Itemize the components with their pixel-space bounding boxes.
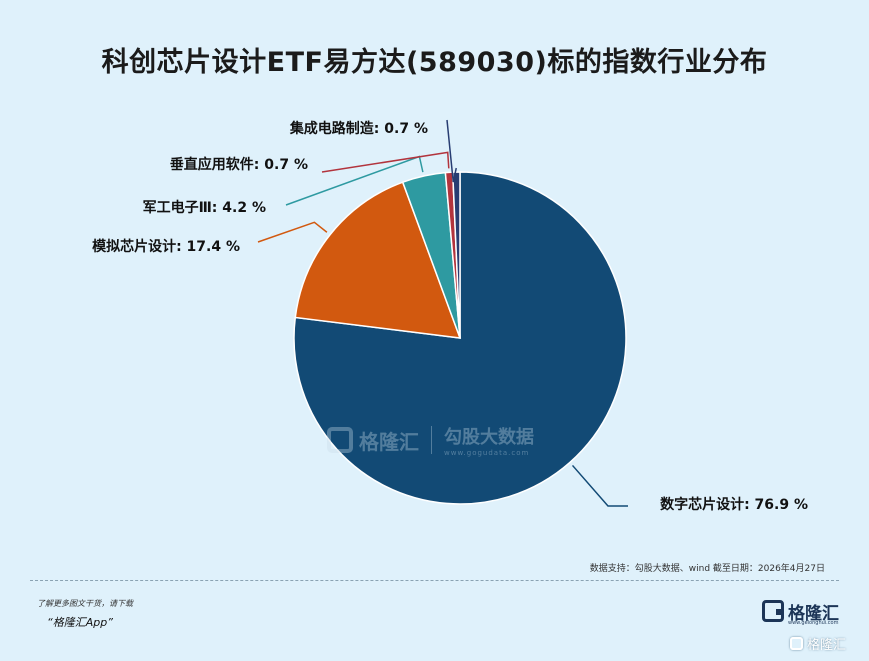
promo-line-1: 了解更多图文干货，请下载: [37, 599, 133, 608]
gelonghui-logo-icon: [327, 427, 353, 453]
gelonghui-logo: 格隆汇 www.gelonghui.com: [762, 596, 839, 626]
pie-slice: [294, 181, 462, 339]
chart-title: 科创芯片设计ETF易方达(589030)标的指数行业分布: [101, 47, 768, 78]
gelonghui-logo-icon: [790, 637, 803, 650]
center-watermark: 格隆汇 勾股大数据 www.gogudata.com: [327, 423, 534, 457]
watermark-partner-url: www.gogudata.com: [444, 449, 530, 457]
promo-line-2: “格隆汇App”: [47, 616, 113, 629]
watermark-brand: 格隆汇: [359, 429, 419, 454]
watermark-partner: 勾股大数据: [444, 427, 534, 448]
slice-label: 垂直应用软件: 0.7 %: [170, 156, 308, 173]
logo-text: 格隆汇: [788, 603, 839, 624]
watermark-separator: [431, 426, 432, 454]
leader-line: [446, 119, 457, 183]
leader-line: [321, 151, 450, 173]
gelonghui-logo-icon: [762, 600, 784, 622]
bottom-watermark-text: 格隆汇: [807, 638, 847, 653]
slice-label: 军工电子Ⅲ: 4.2 %: [143, 199, 266, 216]
pie-slice: [293, 171, 627, 505]
logo-sub: www.gelonghui.com: [788, 620, 839, 626]
slice-label: 数字芯片设计: 76.9 %: [660, 496, 808, 513]
source-note: 数据支持：勾股大数据、wind 截至日期：2026年4月27日: [589, 564, 825, 574]
leader-line: [257, 221, 328, 243]
footer-divider: [30, 580, 839, 581]
slice-label: 模拟芯片设计: 17.4 %: [92, 238, 240, 255]
bottom-watermark: 格隆汇: [790, 634, 846, 653]
leader-line: [571, 464, 628, 507]
slice-label: 集成电路制造: 0.7 %: [289, 120, 428, 137]
